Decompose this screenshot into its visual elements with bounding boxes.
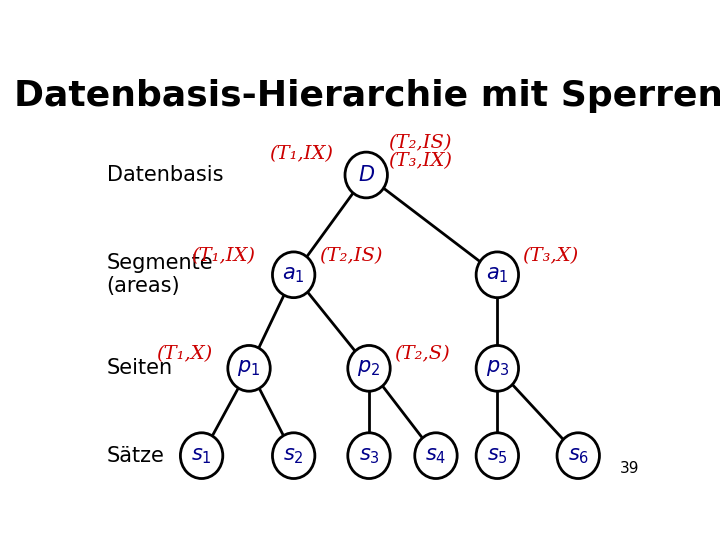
Text: $\it{a}_{1}$: $\it{a}_{1}$ bbox=[486, 265, 508, 285]
Text: $\it{p}_{3}$: $\it{p}_{3}$ bbox=[486, 359, 509, 379]
Ellipse shape bbox=[476, 252, 518, 298]
Text: Datenbasis: Datenbasis bbox=[107, 165, 223, 185]
Text: (T₂,IS): (T₂,IS) bbox=[389, 134, 452, 152]
Text: $\it{p}_{2}$: $\it{p}_{2}$ bbox=[357, 359, 381, 379]
Ellipse shape bbox=[476, 433, 518, 478]
Ellipse shape bbox=[345, 152, 387, 198]
Text: (T₃,X): (T₃,X) bbox=[523, 247, 579, 265]
Text: $\it{s}_{3}$: $\it{s}_{3}$ bbox=[359, 446, 379, 465]
Text: $\it{p}_{1}$: $\it{p}_{1}$ bbox=[238, 359, 261, 379]
Text: $\it{s}_{6}$: $\it{s}_{6}$ bbox=[567, 446, 589, 465]
Text: $\it{s}_{5}$: $\it{s}_{5}$ bbox=[487, 446, 508, 465]
Text: $\it{a}_{1}$: $\it{a}_{1}$ bbox=[282, 265, 305, 285]
Text: $\it{s}_{2}$: $\it{s}_{2}$ bbox=[283, 446, 304, 465]
Ellipse shape bbox=[348, 346, 390, 391]
Ellipse shape bbox=[415, 433, 457, 478]
Ellipse shape bbox=[348, 433, 390, 478]
Ellipse shape bbox=[181, 433, 222, 478]
Ellipse shape bbox=[272, 252, 315, 298]
Ellipse shape bbox=[228, 346, 270, 391]
Ellipse shape bbox=[557, 433, 600, 478]
Ellipse shape bbox=[476, 346, 518, 391]
Text: (T₃,IX): (T₃,IX) bbox=[389, 152, 453, 171]
Text: $\it{D}$: $\it{D}$ bbox=[358, 165, 374, 185]
Text: $\it{s}_{4}$: $\it{s}_{4}$ bbox=[426, 446, 446, 465]
Text: $\it{s}_{1}$: $\it{s}_{1}$ bbox=[192, 446, 212, 465]
Text: (T₂,S): (T₂,S) bbox=[394, 345, 450, 363]
Text: Datenbasis-Hierarchie mit Sperren: Datenbasis-Hierarchie mit Sperren bbox=[14, 79, 720, 113]
Text: (T₂,IS): (T₂,IS) bbox=[319, 247, 382, 265]
Text: Sätze: Sätze bbox=[107, 446, 165, 465]
Text: (T₁,X): (T₁,X) bbox=[156, 345, 213, 363]
Text: (T₁,IX): (T₁,IX) bbox=[269, 145, 333, 163]
Text: Seiten: Seiten bbox=[107, 359, 173, 379]
Text: (T₁,IX): (T₁,IX) bbox=[191, 247, 255, 265]
Text: 39: 39 bbox=[620, 462, 639, 476]
Ellipse shape bbox=[272, 433, 315, 478]
Text: Segmente
(areas): Segmente (areas) bbox=[107, 253, 213, 296]
